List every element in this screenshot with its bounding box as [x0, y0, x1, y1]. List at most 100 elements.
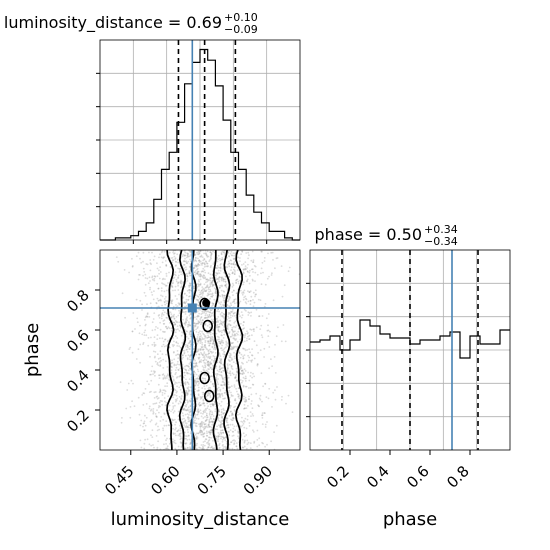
- sample-point: [211, 312, 213, 315]
- sample-point: [189, 341, 192, 344]
- sample-point: [244, 295, 247, 298]
- sample-point: [185, 424, 188, 427]
- sample-point: [204, 324, 207, 326]
- sample-point: [245, 297, 247, 300]
- sample-point: [229, 316, 232, 319]
- sample-point: [209, 282, 212, 284]
- sample-point: [139, 424, 142, 427]
- sample-point: [203, 262, 206, 265]
- sample-point: [237, 395, 240, 398]
- sample-point: [199, 335, 201, 338]
- sample-point: [222, 363, 225, 366]
- sample-point: [193, 421, 196, 424]
- sample-point: [201, 275, 204, 278]
- sample-point: [271, 251, 274, 254]
- sample-point: [197, 333, 200, 336]
- sample-point: [209, 333, 212, 336]
- sample-point: [209, 337, 212, 340]
- sample-point: [211, 279, 214, 282]
- sample-point: [156, 362, 159, 364]
- sample-point: [197, 403, 200, 406]
- sample-point: [187, 255, 189, 257]
- sample-point: [201, 288, 204, 291]
- sample-point: [240, 322, 242, 325]
- sample-point: [188, 348, 191, 350]
- sample-point: [135, 255, 138, 258]
- sample-point: [217, 328, 220, 330]
- sample-point: [153, 277, 156, 280]
- sample-point: [207, 350, 210, 353]
- sample-point: [185, 391, 188, 394]
- sample-point: [174, 271, 177, 274]
- sample-point: [143, 334, 146, 336]
- sample-point: [164, 377, 167, 380]
- sample-point: [234, 398, 237, 400]
- sample-point: [218, 410, 221, 413]
- sample-point: [210, 257, 212, 260]
- sample-point: [207, 446, 210, 449]
- sample-point: [196, 267, 199, 270]
- sample-point: [251, 348, 254, 350]
- sample-point: [146, 316, 149, 318]
- sample-point: [185, 425, 188, 428]
- sample-point: [261, 315, 264, 317]
- sample-point: [162, 377, 165, 379]
- sample-point: [127, 382, 130, 385]
- sample-point: [212, 382, 214, 385]
- sample-point: [176, 345, 179, 347]
- sample-point: [200, 431, 203, 433]
- sample-point: [203, 423, 206, 426]
- sample-point: [146, 312, 149, 315]
- sample-point: [184, 420, 187, 423]
- sample-point: [215, 374, 218, 377]
- sample-point: [239, 289, 242, 292]
- sample-point: [158, 401, 161, 404]
- sample-point: [209, 415, 212, 418]
- sample-point: [199, 348, 202, 351]
- sample-point: [242, 376, 245, 379]
- sample-point: [152, 318, 155, 320]
- sample-point: [199, 425, 202, 428]
- sample-point: [233, 254, 235, 257]
- contour-line-right-1: [223, 250, 231, 450]
- sample-point: [199, 360, 201, 363]
- sample-point: [197, 378, 200, 380]
- sample-point: [234, 251, 237, 254]
- sample-point: [166, 445, 169, 448]
- sample-point: [202, 393, 205, 396]
- sample-point: [167, 373, 169, 375]
- sample-point: [215, 271, 218, 274]
- sample-point: [237, 413, 239, 416]
- sample-point: [148, 316, 151, 318]
- sample-point: [248, 291, 251, 293]
- sample-point: [194, 413, 197, 415]
- sample-point: [195, 432, 198, 435]
- sample-point: [171, 256, 174, 259]
- sample-point: [231, 368, 234, 370]
- sample-point: [149, 420, 152, 423]
- sample-point: [170, 327, 173, 330]
- sample-point: [156, 282, 159, 285]
- sample-point: [203, 344, 206, 347]
- sample-point: [256, 273, 259, 276]
- sample-point: [213, 344, 216, 347]
- sample-point: [179, 280, 182, 283]
- sample-point: [222, 278, 225, 281]
- sample-point: [173, 441, 176, 444]
- sample-point: [243, 296, 246, 299]
- sample-point: [230, 311, 233, 314]
- sample-point: [158, 377, 161, 379]
- sample-point: [186, 393, 189, 396]
- sample-point: [248, 348, 251, 351]
- sample-point: [207, 364, 210, 367]
- sample-point: [212, 342, 214, 345]
- sample-point: [221, 376, 223, 378]
- sample-point: [186, 372, 189, 375]
- sample-point: [201, 294, 204, 296]
- sample-point: [152, 298, 155, 301]
- sample-point: [250, 415, 252, 417]
- sample-point: [219, 266, 222, 269]
- sample-point: [166, 382, 169, 385]
- sample-point: [246, 361, 248, 364]
- sample-point: [237, 430, 240, 433]
